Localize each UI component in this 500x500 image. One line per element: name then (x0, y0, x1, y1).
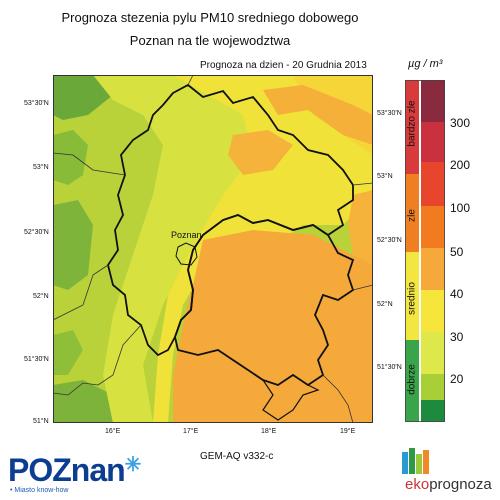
border-east1 (352, 182, 373, 186)
chart-title: Prognoza stezenia pylu PM10 sredniego do… (61, 10, 359, 25)
zone-orange-center-n (228, 130, 293, 175)
map-frame (53, 75, 373, 423)
legend-unit: µg / m³ (408, 58, 443, 70)
lon-label: 17°E (183, 428, 199, 435)
ekoprognoza-logo-icon (402, 448, 429, 474)
border-west1 (53, 152, 126, 176)
zone-low-south (53, 380, 123, 423)
zone-low-west (53, 130, 88, 185)
legend-tick: 200 (450, 158, 471, 172)
border-east2 (352, 284, 373, 291)
zone-orange-east (348, 190, 373, 265)
bin-200-300 (421, 122, 445, 162)
chart-subtitle: Poznan na tle wojewodztwa (129, 33, 291, 48)
border-sw (53, 324, 142, 396)
category-label: bardzo zle (406, 100, 418, 147)
bin-300-plus (421, 80, 445, 122)
poznan-logo: POZnan✳ (8, 452, 142, 489)
category-srednio (405, 252, 419, 340)
category-bardzo-zle (405, 80, 419, 174)
pm10-map: Poznan (53, 75, 373, 423)
bin-150-200 (421, 162, 445, 206)
bin-20-30 (421, 374, 445, 400)
lat-label-right: 53°N (377, 173, 393, 180)
poznan-tagline: • Miasto know-how (10, 487, 69, 494)
zone-yellow (153, 75, 373, 423)
lat-label-right: 51°30'N (377, 364, 402, 371)
zone-low-sw (53, 330, 83, 375)
border-west2 (53, 264, 109, 321)
border-north (187, 75, 194, 86)
lat-label-left: 53°30'N (24, 100, 49, 107)
category-label: srednio (406, 282, 418, 315)
eko-text: eko (405, 476, 430, 493)
lat-label-right: 53°30'N (377, 110, 402, 117)
category-zle (405, 174, 419, 252)
border-se (322, 374, 354, 423)
zone-orange-north (263, 85, 373, 145)
category-dobrze (405, 340, 419, 422)
lon-label: 16°E (105, 428, 121, 435)
lat-label-left: 53°N (33, 164, 49, 171)
bin-below-20 (421, 400, 445, 422)
zone-low-west2 (53, 200, 93, 290)
category-label: dobrze (406, 364, 418, 395)
lat-label-left: 51°N (33, 418, 49, 425)
border-south (232, 359, 320, 421)
lat-label-left: 52°30'N (24, 229, 49, 236)
poznan-city-border (175, 242, 198, 266)
category-label: zle (406, 209, 418, 222)
forecast-date: Prognoza na dzien - 20 Grudnia 2013 (200, 60, 367, 71)
lat-label-left: 51°30'N (24, 356, 49, 363)
bin-40-50 (421, 290, 445, 332)
legend-frame (405, 80, 445, 422)
bin-100-150 (421, 206, 445, 248)
lon-label: 18°E (261, 428, 277, 435)
legend-tick: 300 (450, 116, 471, 130)
asterisk-icon: ✳ (124, 454, 142, 476)
legend-tick: 20 (450, 372, 464, 386)
poznan-label: Poznan (171, 230, 202, 240)
lat-label-right: 52°N (377, 301, 393, 308)
lat-label-left: 52°N (33, 293, 49, 300)
lon-label: 19°E (340, 428, 356, 435)
legend-tick: 40 (450, 287, 464, 301)
poznan-logo-text: POZnan (8, 452, 126, 488)
bin-50-100 (421, 248, 445, 290)
legend-tick: 30 (450, 330, 464, 344)
ekoprognoza-logo: ekoprognoza (405, 476, 492, 493)
legend-tick: 50 (450, 245, 464, 259)
legend-tick: 100 (450, 201, 471, 215)
model-name: GEM-AQ v332-c (200, 451, 274, 462)
legend-colorbar (405, 80, 445, 422)
bin-30-40 (421, 332, 445, 374)
prognoza-text: prognoza (429, 476, 492, 493)
lat-label-right: 52°30'N (377, 237, 402, 244)
